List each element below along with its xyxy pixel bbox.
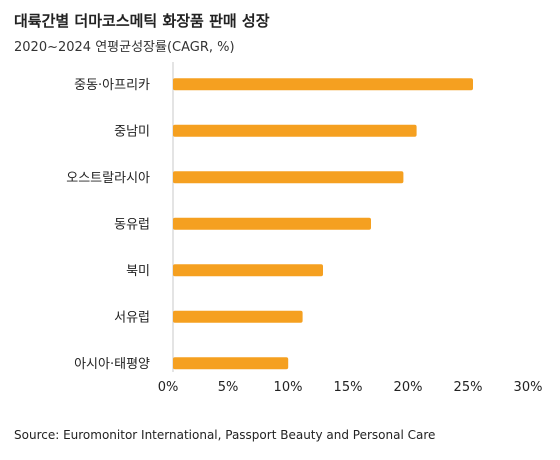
category-label: 오스트랄라시아: [66, 171, 150, 186]
category-label: 중남미: [114, 124, 150, 139]
x-tick-label: 25%: [454, 380, 483, 395]
x-tick-label: 10%: [274, 380, 303, 395]
chart-subtitle: 2020~2024 연평균성장률(CAGR, %): [14, 40, 235, 55]
category-label: 서유럽: [114, 310, 150, 325]
x-tick-label: 20%: [394, 380, 423, 395]
x-tick-label: 15%: [334, 380, 363, 395]
bar: [173, 217, 371, 230]
x-tick-label: 5%: [218, 380, 239, 395]
x-tick-label: 30%: [514, 380, 543, 395]
category-label: 아시아·태평양: [74, 357, 150, 372]
category-label: 북미: [126, 264, 150, 279]
source-note: Source: Euromonitor International, Passp…: [14, 428, 436, 442]
bar: [173, 310, 303, 323]
category-label: 중동·아프리카: [74, 78, 150, 93]
bar: [173, 78, 473, 91]
bar: [173, 264, 323, 277]
chart-title: 대륙간별 더마코스메틱 화장품 판매 성장: [14, 12, 270, 30]
bar: [173, 357, 289, 370]
category-label: 동유럽: [114, 217, 150, 232]
bar: [173, 124, 417, 137]
bar: [173, 171, 404, 184]
x-tick-label: 0%: [158, 380, 179, 395]
